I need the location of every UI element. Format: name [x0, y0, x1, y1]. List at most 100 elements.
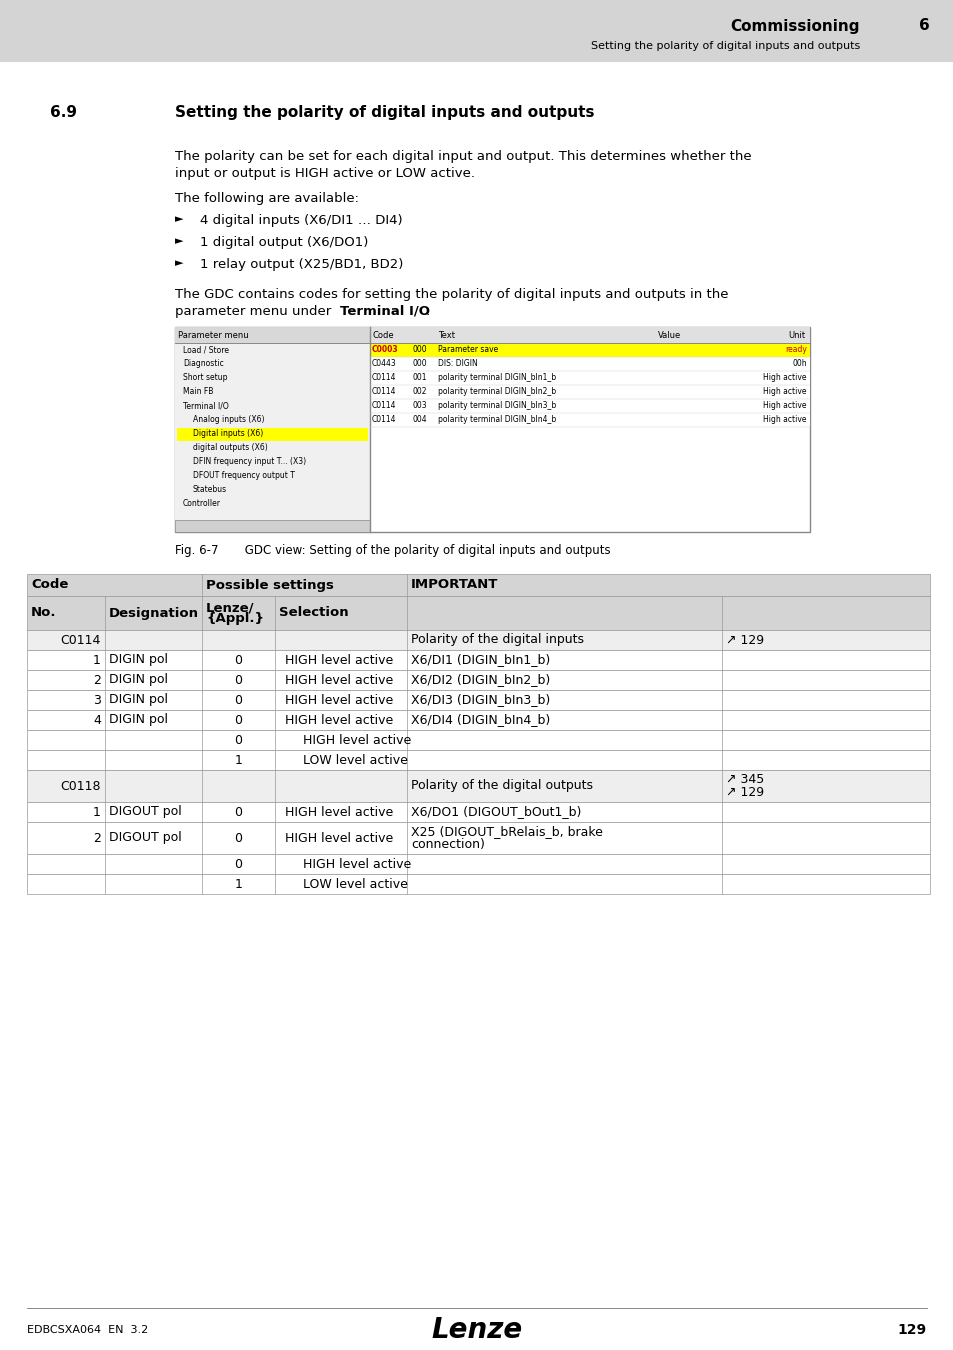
- Text: Designation: Designation: [109, 606, 199, 620]
- Text: HIGH level active: HIGH level active: [285, 674, 393, 687]
- Text: EDBCSXA064  EN  3.2: EDBCSXA064 EN 3.2: [27, 1324, 148, 1335]
- Text: High active: High active: [762, 374, 806, 382]
- Bar: [174, 327, 370, 343]
- Text: 0: 0: [234, 714, 242, 726]
- Text: C0114: C0114: [372, 416, 396, 424]
- Text: 0: 0: [234, 694, 242, 706]
- Text: parameter menu under: parameter menu under: [174, 305, 335, 319]
- Text: C0114: C0114: [372, 374, 396, 382]
- Text: HIGH level active: HIGH level active: [285, 653, 393, 667]
- Text: DIGIN pol: DIGIN pol: [109, 653, 168, 667]
- Text: ready: ready: [784, 346, 806, 355]
- Text: 3: 3: [93, 694, 101, 706]
- Text: 0: 0: [234, 674, 242, 687]
- Text: 004: 004: [413, 416, 427, 424]
- Bar: [370, 371, 809, 385]
- Text: polarity terminal DIGIN_bIn3_b: polarity terminal DIGIN_bIn3_b: [437, 401, 556, 410]
- Text: Code: Code: [30, 579, 69, 591]
- Text: High active: High active: [762, 401, 806, 410]
- Text: 1: 1: [234, 878, 242, 891]
- Bar: [27, 822, 929, 855]
- Text: 00h: 00h: [792, 359, 806, 369]
- Text: HIGH level active: HIGH level active: [285, 714, 393, 726]
- Text: High active: High active: [762, 416, 806, 424]
- Text: 0: 0: [234, 653, 242, 667]
- Text: 1 digital output (X6/DO1): 1 digital output (X6/DO1): [200, 236, 368, 248]
- Text: Lenze: Lenze: [431, 1316, 522, 1345]
- Text: Selection: Selection: [278, 606, 348, 620]
- Bar: [27, 595, 929, 630]
- Text: 000: 000: [413, 346, 427, 355]
- Text: 1 relay output (X25/BD1, BD2): 1 relay output (X25/BD1, BD2): [200, 258, 403, 271]
- Text: X6/DI2 (DIGIN_bIn2_b): X6/DI2 (DIGIN_bIn2_b): [411, 674, 550, 687]
- Text: {Appl.}: {Appl.}: [206, 612, 264, 625]
- Text: 2: 2: [93, 674, 101, 687]
- Text: 6: 6: [919, 19, 929, 34]
- Bar: [27, 574, 929, 595]
- Text: 4 digital inputs (X6/DI1 … DI4): 4 digital inputs (X6/DI1 … DI4): [200, 215, 402, 227]
- Bar: [174, 327, 370, 532]
- Text: connection): connection): [411, 838, 484, 850]
- Text: Polarity of the digital inputs: Polarity of the digital inputs: [411, 633, 583, 647]
- Text: DFOUT frequency output T: DFOUT frequency output T: [193, 471, 294, 481]
- Text: Value: Value: [658, 331, 680, 339]
- Text: DFIN frequency input T... (X3): DFIN frequency input T... (X3): [193, 458, 306, 467]
- Text: 4: 4: [93, 714, 101, 726]
- Text: DIGOUT pol: DIGOUT pol: [109, 832, 182, 845]
- Text: C0114: C0114: [372, 387, 396, 397]
- Text: HIGH level active: HIGH level active: [285, 694, 393, 706]
- Bar: [27, 855, 929, 873]
- Text: ↗ 129: ↗ 129: [725, 786, 763, 799]
- Text: 6.9: 6.9: [50, 105, 77, 120]
- Bar: [27, 730, 929, 751]
- Text: HIGH level active: HIGH level active: [285, 806, 393, 818]
- Text: digital outputs (X6): digital outputs (X6): [193, 444, 268, 452]
- Bar: [27, 873, 929, 894]
- Text: Parameter menu: Parameter menu: [178, 331, 249, 339]
- Text: input or output is HIGH active or LOW active.: input or output is HIGH active or LOW ac…: [174, 167, 475, 180]
- Bar: [370, 343, 809, 356]
- Text: No.: No.: [30, 606, 56, 620]
- Text: Fig. 6-7       GDC view: Setting of the polarity of digital inputs and outputs: Fig. 6-7 GDC view: Setting of the polari…: [174, 544, 610, 558]
- Text: Digital inputs (X6): Digital inputs (X6): [193, 429, 263, 439]
- Text: DIGIN pol: DIGIN pol: [109, 694, 168, 706]
- Text: Analog inputs (X6): Analog inputs (X6): [193, 416, 264, 424]
- Text: DIGOUT pol: DIGOUT pol: [109, 806, 182, 818]
- Text: ↗ 129: ↗ 129: [725, 633, 763, 647]
- Text: LOW level active: LOW level active: [303, 878, 408, 891]
- Text: polarity terminal DIGIN_bIn2_b: polarity terminal DIGIN_bIn2_b: [437, 387, 556, 397]
- Text: X6/DO1 (DIGOUT_bOut1_b): X6/DO1 (DIGOUT_bOut1_b): [411, 806, 580, 818]
- Bar: [27, 769, 929, 802]
- Text: The following are available:: The following are available:: [174, 192, 358, 205]
- Text: LOW level active: LOW level active: [303, 753, 408, 767]
- Text: 1: 1: [93, 806, 101, 818]
- Bar: [370, 327, 809, 343]
- Text: HIGH level active: HIGH level active: [303, 733, 411, 747]
- Text: Possible settings: Possible settings: [206, 579, 334, 591]
- Bar: [27, 710, 929, 730]
- Text: 2: 2: [93, 832, 101, 845]
- Text: C0114: C0114: [61, 633, 101, 647]
- Bar: [27, 670, 929, 690]
- Text: 129: 129: [897, 1323, 926, 1336]
- Bar: [370, 356, 809, 371]
- Bar: [27, 649, 929, 670]
- Bar: [174, 520, 370, 532]
- Text: ►: ►: [174, 236, 183, 246]
- Bar: [0, 0, 953, 62]
- Text: Setting the polarity of digital inputs and outputs: Setting the polarity of digital inputs a…: [174, 105, 594, 120]
- Bar: [370, 400, 809, 413]
- Text: Lenze/: Lenze/: [206, 601, 254, 614]
- Text: C0118: C0118: [60, 779, 101, 792]
- Bar: [370, 385, 809, 400]
- Text: Terminal I/O: Terminal I/O: [339, 305, 430, 319]
- Text: 0: 0: [234, 832, 242, 845]
- Bar: [27, 690, 929, 710]
- Text: 001: 001: [413, 374, 427, 382]
- Text: Main FB: Main FB: [183, 387, 213, 397]
- Text: :: :: [426, 305, 430, 319]
- Text: C0003: C0003: [372, 346, 398, 355]
- Text: Commissioning: Commissioning: [730, 19, 859, 34]
- Text: ↗ 345: ↗ 345: [725, 774, 763, 786]
- Text: Statebus: Statebus: [193, 486, 227, 494]
